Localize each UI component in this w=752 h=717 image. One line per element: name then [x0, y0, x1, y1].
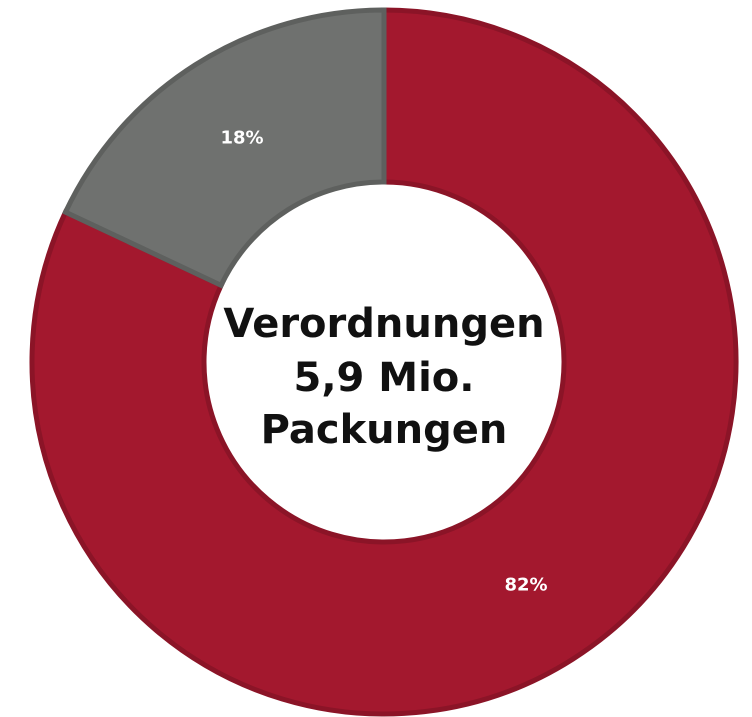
value-label: 82% — [504, 575, 547, 596]
value-label: 18% — [220, 127, 263, 148]
slice — [29, 7, 739, 717]
slice — [62, 7, 387, 289]
center-text: Packungen — [261, 407, 508, 453]
center-text: Verordnungen — [223, 301, 544, 347]
center-text: 5,9 Mio. — [294, 355, 475, 401]
